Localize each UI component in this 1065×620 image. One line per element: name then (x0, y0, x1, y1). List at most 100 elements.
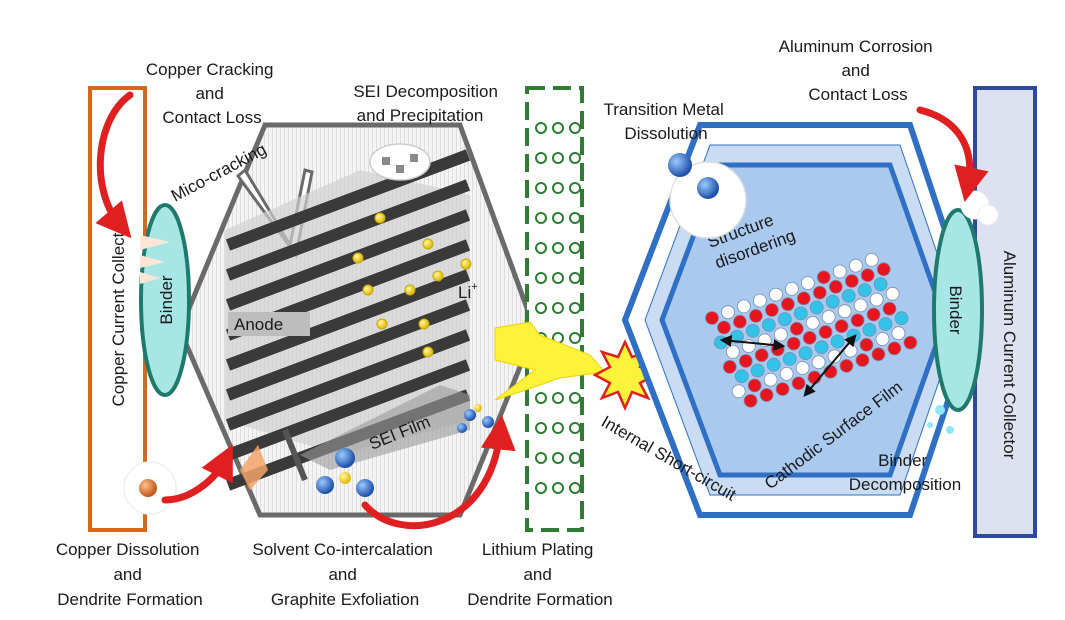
lattice-atom (844, 274, 859, 288)
lattice-atom (866, 307, 881, 322)
sei-precipitate-cloud (369, 143, 431, 181)
lattice-atom (759, 388, 774, 402)
separator-pore (535, 452, 547, 464)
lattice-atom (903, 335, 918, 350)
lattice-atom (894, 311, 909, 326)
lithium-plating-label: Lithium Plating and Dendrite Formation (467, 540, 613, 609)
anode-label-box (228, 312, 310, 336)
lattice-atom (837, 304, 852, 319)
graphite-layer (225, 209, 471, 311)
li-ion (374, 212, 386, 224)
lattice-atom (846, 328, 861, 343)
lattice-atom (717, 320, 731, 335)
lattice-atom (775, 382, 790, 397)
lattice-atom (834, 319, 849, 334)
lattice-atom (830, 334, 845, 349)
lattice-atom (737, 299, 751, 314)
lattice-atom (839, 358, 854, 373)
separator-pore (569, 332, 581, 344)
lattice-atom (733, 314, 747, 329)
separator-pore (552, 122, 564, 134)
lattice-atom (891, 326, 906, 341)
lattice-atom (855, 353, 870, 368)
separator-pore (569, 242, 581, 254)
sei-decomposition-label: SEI Decomposition and Precipitation (353, 82, 502, 125)
separator-pore (535, 392, 547, 404)
lattice-atom (878, 317, 893, 331)
lattice-atom (782, 351, 797, 366)
lattice-atom (811, 355, 826, 370)
lattice-atom (745, 323, 760, 338)
red-arrows (95, 91, 989, 530)
li-ion (460, 258, 472, 270)
lattice-atom (785, 281, 799, 296)
separator-pore (552, 152, 564, 164)
lattice-atom (869, 292, 884, 307)
binder-right (932, 208, 984, 412)
lattice-atom (848, 258, 863, 273)
lattice-atom (850, 313, 865, 328)
lattice-atom (796, 291, 811, 306)
lattice-atom (805, 315, 820, 330)
li-ion (404, 284, 416, 296)
lattice-atom (862, 322, 877, 337)
lattice-atom (814, 340, 829, 355)
lattice-atom (816, 270, 831, 285)
binder-left (139, 203, 191, 397)
disorder-arrow-diagonal (803, 334, 857, 397)
separator-pore (552, 272, 564, 284)
lattice-atom (750, 363, 765, 378)
lattice-atom (812, 285, 827, 300)
cathode-inner-hexagon (659, 162, 948, 478)
separator-pore (569, 392, 581, 404)
separator-pore (535, 422, 547, 434)
arrow-solvent-plating (361, 414, 516, 530)
lattice-atom (859, 337, 874, 352)
separator-pore (569, 152, 581, 164)
separator-pore (569, 302, 581, 314)
separator-pore (535, 242, 547, 254)
lattice-atom (705, 311, 719, 325)
li-ion (422, 238, 434, 250)
lattice-atom (793, 306, 808, 321)
li-ion (352, 252, 364, 264)
lattice-atom (832, 264, 847, 279)
lattice-atom (738, 354, 753, 368)
arrow-copper-dissolution (161, 444, 233, 504)
lattice-atom (857, 283, 872, 298)
lattice-atom (875, 332, 890, 346)
arrow-copper-cracking (95, 91, 134, 239)
lattice-atom (873, 277, 888, 292)
li-ion-label: Li+ (458, 281, 478, 302)
separator-pore (535, 482, 547, 494)
separator-pore (569, 182, 581, 194)
graphite-layer (225, 179, 471, 281)
lattice-atom (763, 372, 778, 387)
binder-decomposition-bubbles (927, 405, 954, 434)
lattice-atom (821, 310, 836, 324)
lattice-atom (864, 252, 879, 267)
lattice-atom (747, 378, 762, 393)
binder-left-label: Binder (157, 275, 176, 324)
lattice-atom (876, 262, 891, 277)
lattice-atom (777, 312, 792, 327)
separator-pore (552, 452, 564, 464)
lattice-atom (887, 341, 902, 356)
binder-decomposition-label: Binder Decomposition (849, 451, 961, 494)
lattice-atom (769, 287, 783, 302)
arrow-aluminum-corrosion (916, 106, 989, 203)
lattice-atom (871, 347, 886, 362)
lattice-atom (795, 361, 810, 375)
lattice-atom (791, 376, 806, 391)
separator-pore (535, 302, 547, 314)
graphite-layer (225, 269, 471, 371)
li-ion (432, 270, 444, 282)
lattice-atom (825, 294, 840, 309)
lattice-atom (853, 298, 868, 313)
separator-pore (569, 272, 581, 284)
separator-pore (552, 182, 564, 194)
lithium-ions (352, 212, 472, 358)
binder-right-label: Binder (946, 285, 965, 334)
li-ion (418, 318, 430, 330)
